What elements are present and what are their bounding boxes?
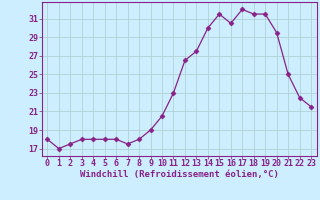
- X-axis label: Windchill (Refroidissement éolien,°C): Windchill (Refroidissement éolien,°C): [80, 170, 279, 179]
